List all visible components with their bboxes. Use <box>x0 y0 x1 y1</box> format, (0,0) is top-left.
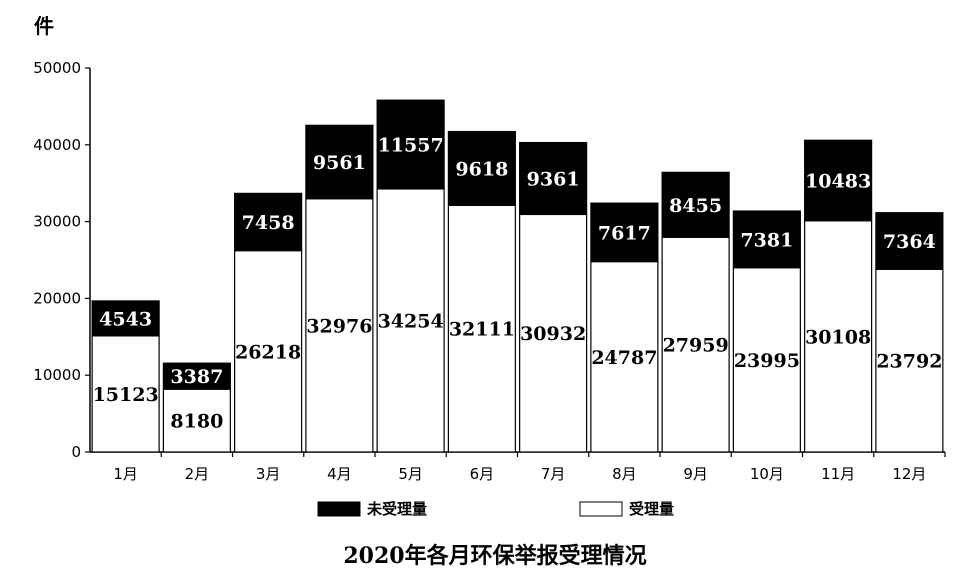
data-label-accepted: 8180 <box>170 411 223 433</box>
x-tick-label: 6月 <box>470 465 495 483</box>
data-label-unaccepted: 7458 <box>242 212 295 234</box>
data-label-unaccepted: 4543 <box>99 308 152 330</box>
bar-accepted <box>590 261 659 453</box>
bar-accepted <box>661 236 730 453</box>
bar-unaccepted <box>590 202 659 263</box>
y-tick-label: 0 <box>71 443 81 461</box>
bar-accepted <box>234 250 303 453</box>
bar-accepted <box>376 188 445 453</box>
x-tick-label: 12月 <box>892 465 926 483</box>
data-label-accepted: 24787 <box>591 347 657 369</box>
legend-swatch-unaccepted <box>317 501 361 517</box>
legend-label-unaccepted: 未受理量 <box>366 500 427 518</box>
chart-title: 2020年各月环保举报受理情况 <box>343 543 646 569</box>
bar-unaccepted <box>447 130 516 206</box>
bars <box>91 99 944 453</box>
data-label-accepted: 23792 <box>876 351 942 373</box>
x-tick-label: 3月 <box>256 465 281 483</box>
bar-unaccepted <box>162 362 231 390</box>
bar-unaccepted <box>376 99 445 190</box>
bar-accepted <box>804 220 873 453</box>
data-label-accepted: 34254 <box>378 310 444 332</box>
y-unit-label: 件 <box>34 14 54 38</box>
data-labels: 4543 15123 3387 8180 7458 26218 9561 32976 11557… <box>93 135 943 433</box>
legend: 未受理量 受理量 <box>317 500 674 518</box>
axes: 0 10000 20000 30000 40000 50000 1月 2月 3月 4月 5月 6月 7月… <box>33 59 946 483</box>
bar-unaccepted <box>519 141 588 216</box>
data-label-accepted: 32111 <box>449 319 515 341</box>
legend-swatch-accepted <box>579 501 623 517</box>
y-tick-label: 10000 <box>33 366 81 384</box>
data-label-unaccepted: 9561 <box>313 152 366 174</box>
bar-unaccepted <box>732 210 801 269</box>
x-tick-label: 10月 <box>750 465 784 483</box>
x-tick-label: 1月 <box>113 465 138 483</box>
data-label-unaccepted: 7617 <box>598 222 651 244</box>
x-tick-label: 5月 <box>398 465 423 483</box>
y-tick-label: 30000 <box>33 213 81 231</box>
data-label-unaccepted: 3387 <box>170 366 223 388</box>
bar-accepted <box>732 267 801 453</box>
x-tick-label: 11月 <box>821 465 855 483</box>
data-label-unaccepted: 7364 <box>883 231 936 253</box>
bar-unaccepted <box>234 192 303 252</box>
data-label-accepted: 30108 <box>805 326 871 348</box>
data-label-accepted: 23995 <box>734 350 800 372</box>
data-label-unaccepted: 8455 <box>669 195 722 217</box>
data-label-accepted: 32976 <box>306 315 372 337</box>
x-tick-label: 8月 <box>612 465 637 483</box>
bar-unaccepted <box>305 124 374 200</box>
bar-unaccepted <box>875 212 944 270</box>
data-label-unaccepted: 9618 <box>455 158 508 180</box>
data-label-accepted: 26218 <box>235 341 301 363</box>
bar-unaccepted <box>804 139 873 222</box>
x-tick-label: 2月 <box>185 465 210 483</box>
data-label-unaccepted: 7381 <box>740 229 793 251</box>
bar-accepted <box>91 335 160 453</box>
x-tick-label: 4月 <box>327 465 352 483</box>
bar-accepted <box>162 388 231 453</box>
y-tick-label: 20000 <box>33 289 81 307</box>
legend-label-accepted: 受理量 <box>629 500 674 518</box>
data-label-accepted: 15123 <box>93 384 159 406</box>
bar-unaccepted <box>91 300 160 337</box>
y-tick-label: 50000 <box>33 59 81 77</box>
y-tick-label: 40000 <box>33 136 81 154</box>
data-label-accepted: 30932 <box>520 323 586 345</box>
data-label-unaccepted: 9361 <box>527 168 580 190</box>
data-label-accepted: 27959 <box>663 335 729 357</box>
bar-accepted <box>305 198 374 453</box>
data-label-unaccepted: 10483 <box>805 171 871 193</box>
x-tick-label: 7月 <box>541 465 566 483</box>
data-label-unaccepted: 11557 <box>378 135 444 157</box>
bar-unaccepted <box>661 171 730 238</box>
bar-accepted <box>447 204 516 453</box>
x-tick-label: 9月 <box>683 465 708 483</box>
